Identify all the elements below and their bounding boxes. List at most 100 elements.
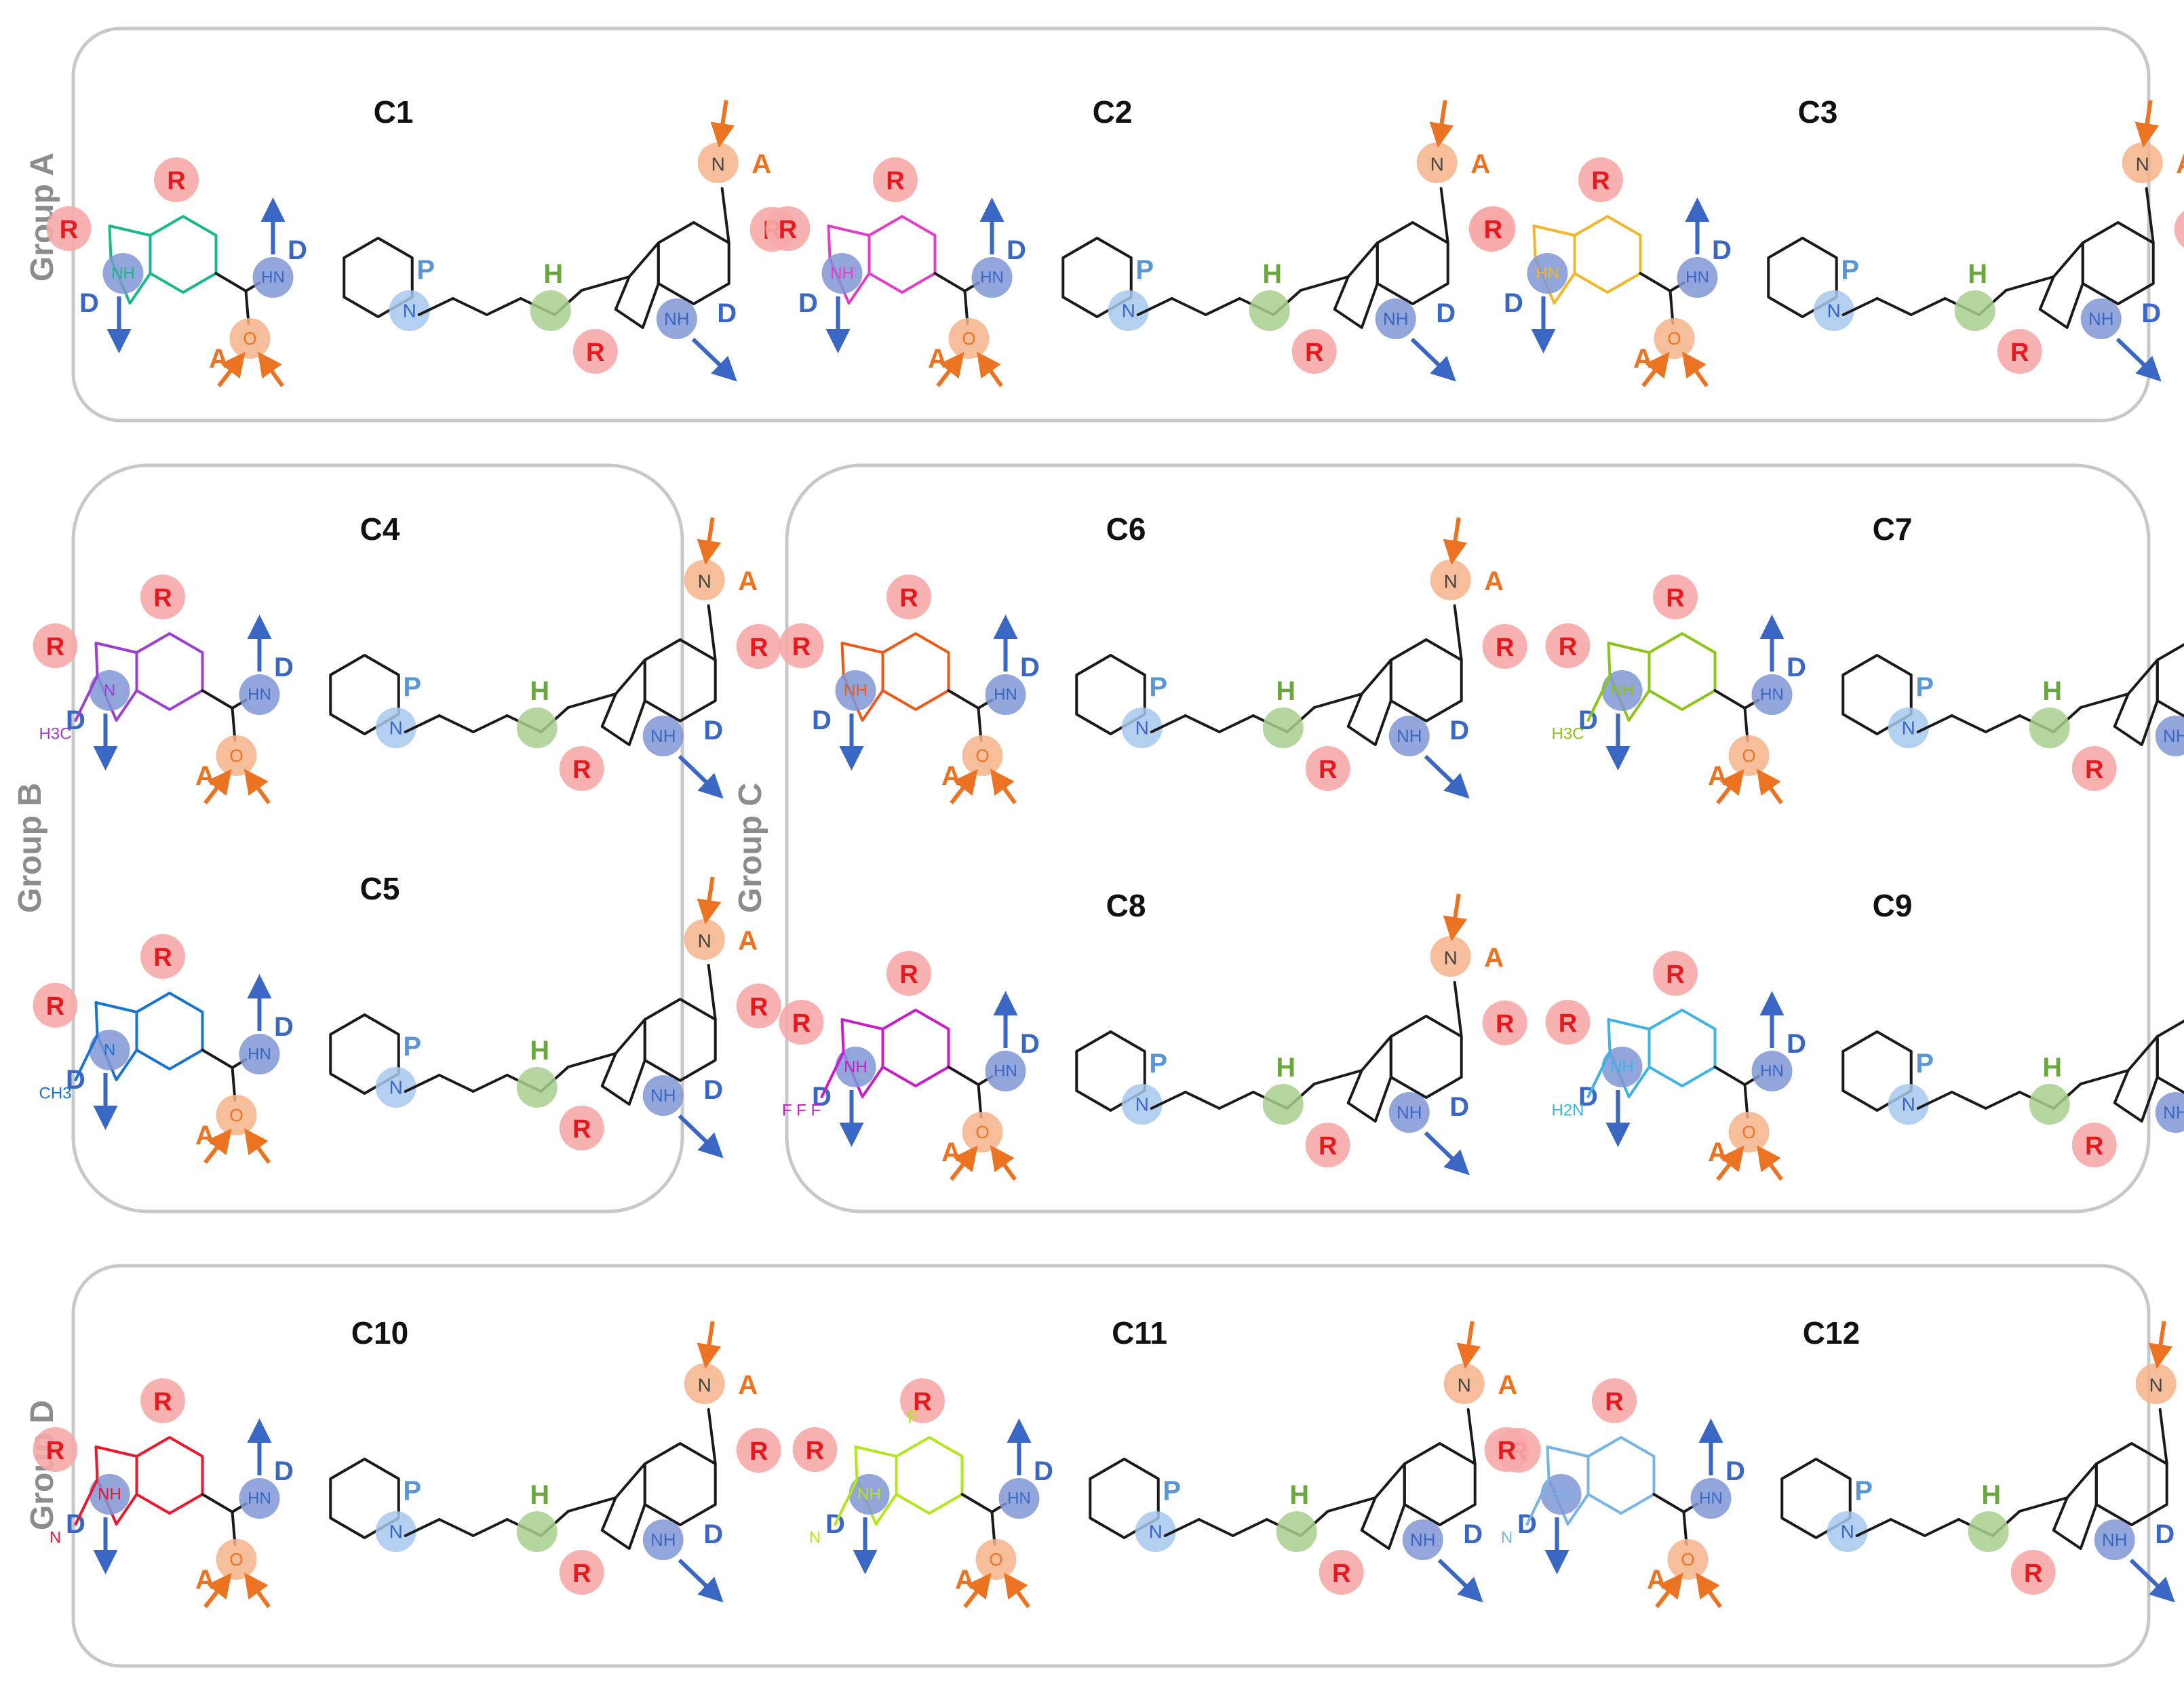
carbonyl-o-label: O (1742, 745, 1755, 766)
feature-a-label: A (195, 1121, 215, 1150)
indole-benzene-ring (657, 221, 730, 305)
feature-a-sphere (1728, 735, 1770, 776)
feature-d-sphere (89, 670, 130, 711)
feature-a-label: A (1633, 344, 1653, 374)
feature-d-label: D (1020, 653, 1040, 682)
feature-r-label: R (1319, 1132, 1337, 1161)
amide-bond (201, 1049, 234, 1069)
amide-bond (1639, 272, 1672, 292)
feature-d-sphere (239, 1478, 280, 1519)
piperidine-ring (1780, 1458, 1852, 1539)
feature-p-label: P (1915, 1049, 1934, 1079)
head-n-label: N (104, 1041, 115, 1060)
feature-a-label: A (1647, 1565, 1666, 1595)
group-c-panel (785, 463, 2151, 1214)
carbonyl-bond (231, 1066, 237, 1102)
indole-pyrrole-ring (600, 1462, 646, 1550)
feature-p-sphere (1121, 1084, 1163, 1125)
feature-d-label: D (1787, 1029, 1806, 1059)
feature-r-label: R (1319, 756, 1337, 784)
butyl-bond (404, 1074, 441, 1093)
acceptor-vector-arrow (1641, 351, 1670, 387)
donor-vector-arrow (678, 754, 724, 799)
feature-r-label: R (1559, 633, 1577, 661)
substituent-bond (1586, 674, 1612, 722)
linker-bond (1312, 1069, 1363, 1085)
butyl-bond (1197, 1518, 1234, 1537)
amide-bond (933, 272, 967, 292)
indole-nh-label: NH (664, 309, 690, 329)
indole-benzene-ring (1389, 638, 1463, 722)
indole-benzene-ring (2081, 221, 2155, 305)
carbonyl-bond (231, 1511, 237, 1546)
feature-d-label: D (274, 1456, 294, 1486)
feature-h-label: H (1981, 1480, 2001, 1510)
butyl-bond (404, 714, 441, 733)
feature-d-sphere (2080, 298, 2122, 339)
feature-h-label: H (2042, 676, 2062, 706)
compound-c10: C10RRDNHAODHNNPNHANRDNHR (33, 1315, 781, 1608)
feature-h-sphere (1262, 707, 1304, 748)
feature-r-label: R (572, 1115, 591, 1144)
acceptor-vector-arrow (710, 100, 735, 148)
feature-r-sphere (1470, 206, 1516, 251)
feature-a-sphere (216, 1095, 257, 1135)
head-n-label: NH (857, 1486, 881, 1504)
feature-r-sphere (765, 206, 811, 251)
feature-d-sphere (1601, 670, 1643, 711)
feature-p-sphere (1121, 707, 1163, 748)
piperidine-ring (329, 1013, 400, 1095)
piperidine-ring (1089, 1458, 1160, 1539)
butyl-bond (417, 297, 454, 316)
carbonyl-bond (990, 1511, 996, 1546)
acceptor-vector-arrow (1695, 1572, 1722, 1608)
acceptor-vector-arrow (2134, 100, 2160, 148)
carbonyl-o-label: O (229, 745, 243, 766)
feature-p-sphere (389, 290, 430, 331)
nitrile-n-label: N (1430, 154, 1444, 175)
butyl-bond (437, 1074, 475, 1093)
feature-d-sphere (2094, 1519, 2135, 1560)
butyl-bond (437, 1518, 475, 1537)
indole-pyrrole-ring (2038, 241, 2084, 329)
compound-c2: C2RRDNHAODHNPNHANRDNHR (765, 94, 1514, 387)
feature-a-label: A (1708, 1138, 1728, 1167)
indole-benzene-ring (2156, 1020, 2184, 1094)
feature-d-sphere (1601, 1047, 1643, 1087)
feature-d-sphere (1690, 1478, 1732, 1519)
feature-a-label: A (1470, 149, 1490, 179)
compound-title: C12 (1803, 1315, 1860, 1351)
acceptor-vector-arrow (2148, 1321, 2173, 1369)
nitrile-n-label: N (698, 931, 711, 952)
carbonyl-bond (977, 707, 983, 742)
feature-r-sphere (46, 206, 92, 251)
donor-vector-arrow (678, 1558, 724, 1603)
butyl-bond (1163, 1518, 1201, 1537)
acceptor-vector-arrow (950, 769, 978, 804)
feature-d-sphere (1751, 1051, 1793, 1091)
compound-c1: C1RRDNHAODHNPNHANRDNHR (46, 94, 795, 387)
feature-d-sphere (1388, 1092, 1430, 1133)
amide-bond (214, 272, 248, 292)
feature-d-sphere (998, 1478, 1040, 1519)
feature-d-label: D (703, 716, 723, 745)
feature-r-label: R (1666, 960, 1684, 989)
substituent-label: H3C (39, 725, 71, 743)
substituent-bond (74, 674, 99, 722)
carbonyl-bond (1743, 1083, 1749, 1119)
feature-r-sphere (140, 1378, 185, 1423)
feature-r-sphere (33, 1427, 78, 1472)
group-b-panel (71, 463, 684, 1214)
linker-bond (566, 693, 617, 709)
carbonyl-o-label: O (962, 328, 975, 349)
feature-p-label: P (416, 255, 435, 285)
feature-r-label: R (153, 584, 172, 613)
feature-d-sphere (2155, 1092, 2184, 1133)
feature-r-sphere (1997, 329, 2042, 374)
head-benzene-ring (135, 992, 204, 1070)
acceptor-vector-arrow (1756, 1145, 1783, 1181)
halogen-label: F (908, 1407, 918, 1427)
amide-n-label: HN (1685, 269, 1709, 287)
acceptor-vector-arrow (1429, 100, 1454, 148)
feature-d-label: D (812, 705, 832, 735)
